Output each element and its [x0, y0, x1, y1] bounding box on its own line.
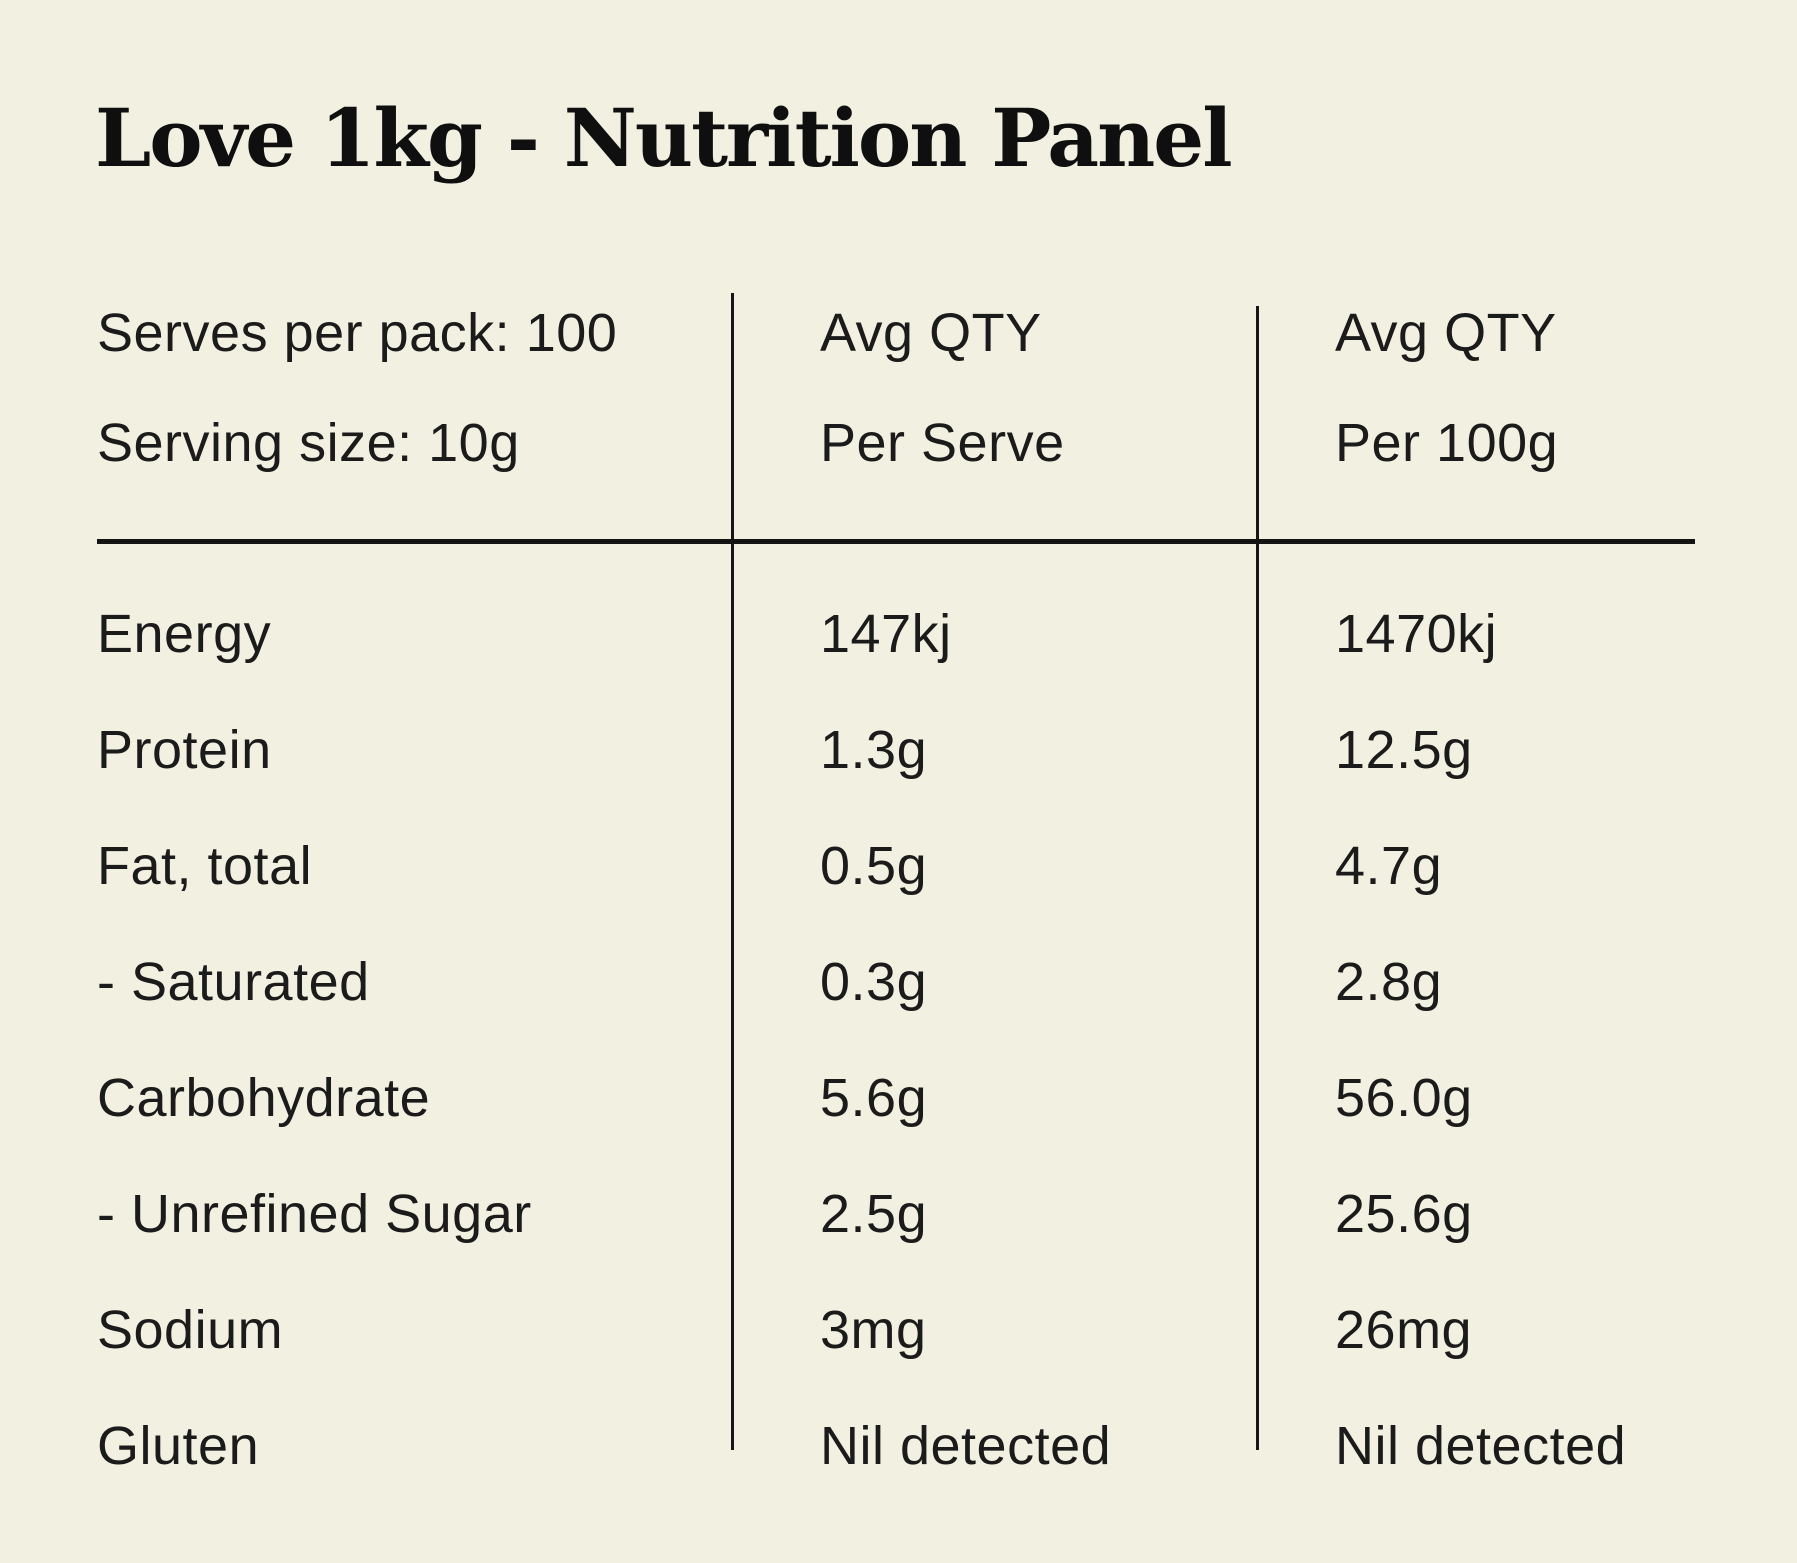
header-per-serve-line2: Per Serve	[820, 413, 1065, 473]
row-label: Gluten	[97, 1416, 260, 1476]
row-label: Energy	[97, 604, 272, 664]
header-per-100g-line1: Avg QTY	[1335, 303, 1557, 363]
value-per-100g: 2.8g	[1335, 952, 1443, 1012]
value-per-100g: 26mg	[1335, 1300, 1473, 1360]
value-per-100g: 12.5g	[1335, 720, 1473, 780]
row-label: Sodium	[97, 1300, 284, 1360]
header-per-serve-line1: Avg QTY	[820, 303, 1042, 363]
value-per-100g: 4.7g	[1335, 836, 1443, 896]
row-label: - Saturated	[97, 952, 370, 1012]
value-per-serve: 0.3g	[820, 952, 928, 1012]
value-per-100g: Nil detected	[1335, 1416, 1627, 1476]
header-serves-per-pack: Serves per pack: 100	[97, 303, 618, 363]
value-per-100g: 56.0g	[1335, 1068, 1473, 1128]
header-per-100g-line2: Per 100g	[1335, 413, 1559, 473]
value-per-serve: 2.5g	[820, 1184, 928, 1244]
row-label: Carbohydrate	[97, 1068, 431, 1128]
column-divider-left	[731, 293, 734, 1450]
value-per-100g: 1470kj	[1335, 604, 1498, 664]
header-serving-size: Serving size: 10g	[97, 413, 520, 473]
column-divider-right	[1256, 306, 1259, 1450]
value-per-serve: 0.5g	[820, 836, 928, 896]
value-per-serve: 3mg	[820, 1300, 927, 1360]
value-per-serve: 5.6g	[820, 1068, 928, 1128]
value-per-serve: Nil detected	[820, 1416, 1112, 1476]
table-header: Serves per pack: 100 Avg QTY Avg QTY Ser…	[97, 300, 1721, 520]
row-label: Fat, total	[97, 836, 313, 896]
page-title: Love 1kg - Nutrition Panel	[95, 91, 1233, 185]
table-body: Energy 147kj 1470kj Protein 1.3g 12.5g F…	[97, 601, 1721, 1529]
row-label: Protein	[97, 720, 272, 780]
value-per-serve: 1.3g	[820, 720, 928, 780]
row-label: - Unrefined Sugar	[97, 1184, 532, 1244]
value-per-100g: 25.6g	[1335, 1184, 1473, 1244]
value-per-serve: 147kj	[820, 604, 952, 664]
header-rule	[97, 539, 1695, 544]
